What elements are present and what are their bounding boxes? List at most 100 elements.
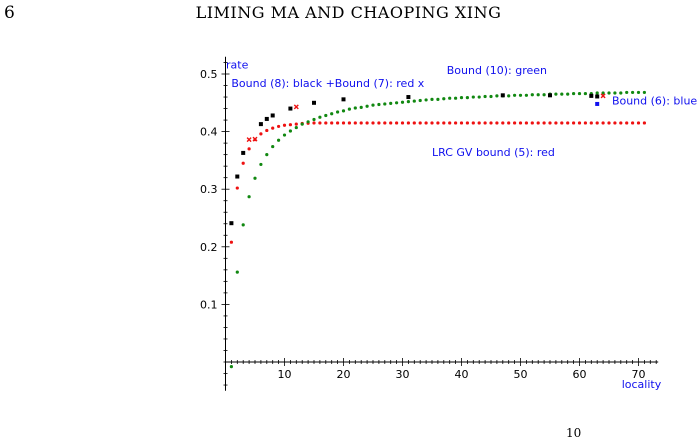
bound10-point bbox=[577, 91, 582, 96]
gv-point bbox=[642, 121, 647, 125]
gv-point bbox=[459, 121, 464, 125]
bound10-point bbox=[318, 115, 322, 119]
bound8-point bbox=[229, 221, 234, 226]
bound7-point bbox=[600, 93, 606, 99]
bound10-point bbox=[395, 101, 399, 105]
gv-point bbox=[241, 161, 245, 165]
bound10-point bbox=[418, 98, 422, 103]
bound10-point bbox=[247, 195, 251, 199]
bound10-point bbox=[459, 96, 464, 100]
gv-point bbox=[530, 121, 534, 125]
gv-point bbox=[572, 121, 576, 125]
gv-point bbox=[631, 121, 635, 125]
bound10-point bbox=[306, 120, 310, 124]
gv-point bbox=[318, 121, 322, 125]
gv-point bbox=[577, 121, 582, 125]
gv-point bbox=[377, 121, 381, 125]
gv-point bbox=[483, 121, 487, 125]
gv-point bbox=[359, 121, 363, 125]
bound10-point bbox=[359, 105, 363, 110]
chart-annotation: Bound (8): black +Bound (7): red x bbox=[231, 77, 424, 90]
bound10-point bbox=[336, 110, 340, 114]
x-axis-label: locality bbox=[622, 378, 662, 391]
gv-point bbox=[542, 121, 546, 125]
bound10-point bbox=[265, 153, 269, 157]
bound10-point bbox=[554, 92, 558, 96]
y-tick-label: 0.5 bbox=[200, 68, 218, 81]
bound10-point bbox=[607, 91, 611, 95]
gv-point bbox=[554, 121, 558, 125]
gv-point bbox=[625, 121, 629, 125]
gv-point bbox=[400, 121, 405, 125]
bound10-point bbox=[583, 91, 588, 96]
gv-point bbox=[412, 121, 416, 125]
bound10-point bbox=[235, 270, 239, 274]
x-tick-label: 30 bbox=[396, 368, 410, 381]
bound10-point bbox=[495, 94, 499, 98]
gv-point bbox=[259, 132, 263, 136]
bound10-point bbox=[601, 91, 605, 95]
bound10-point bbox=[324, 113, 328, 118]
gv-point bbox=[436, 121, 440, 125]
bound7-point bbox=[252, 136, 258, 142]
bound10-point bbox=[448, 96, 452, 100]
gv-point bbox=[442, 121, 446, 125]
bound8-point bbox=[595, 94, 600, 99]
bound10-point bbox=[631, 90, 635, 95]
bound7-point bbox=[246, 137, 252, 143]
bound10-point bbox=[282, 133, 287, 137]
x-tick-label: 50 bbox=[514, 368, 528, 381]
bound10-point bbox=[642, 90, 647, 95]
gv-point bbox=[507, 121, 511, 125]
bound10-point bbox=[560, 92, 564, 96]
chart-annotation: LRC GV bound (5): red bbox=[432, 146, 555, 159]
gv-point bbox=[235, 186, 239, 190]
gv-point bbox=[477, 121, 481, 125]
bound10-point bbox=[465, 96, 469, 100]
bound10-point bbox=[530, 93, 534, 97]
footer-mark: 10 bbox=[566, 426, 582, 440]
bound10-point bbox=[277, 138, 281, 142]
bound10-point bbox=[347, 107, 351, 111]
bound8-point bbox=[258, 122, 263, 127]
bound10-point bbox=[371, 103, 375, 107]
series-gv bbox=[229, 121, 647, 244]
bound8-point bbox=[341, 97, 346, 102]
bound8-point bbox=[500, 93, 505, 98]
gv-point bbox=[330, 121, 334, 125]
gv-point bbox=[229, 240, 233, 244]
bound10-point bbox=[229, 365, 233, 369]
gv-point bbox=[636, 121, 641, 125]
gv-point bbox=[613, 121, 617, 125]
bound10-point bbox=[513, 93, 517, 97]
bound10-point bbox=[566, 92, 570, 96]
gv-point bbox=[495, 121, 499, 125]
x-tick-label: 20 bbox=[337, 368, 351, 381]
bound10-point bbox=[365, 104, 369, 108]
bound10-point bbox=[377, 102, 381, 107]
y-tick-label: 0.1 bbox=[200, 298, 218, 311]
bound10-point bbox=[625, 90, 629, 95]
bound10-point bbox=[300, 122, 304, 126]
y-tick-label: 0.4 bbox=[200, 126, 218, 139]
gv-point bbox=[389, 121, 393, 125]
gv-point bbox=[365, 121, 369, 125]
bound8-point bbox=[264, 116, 269, 121]
series-bound10 bbox=[229, 90, 647, 369]
bound10-point bbox=[542, 93, 546, 97]
gv-point bbox=[277, 124, 281, 129]
bound10-point bbox=[436, 97, 440, 101]
series-bound7 bbox=[246, 93, 606, 143]
bound10-point bbox=[424, 98, 428, 102]
bound8-point bbox=[406, 95, 411, 100]
gv-point bbox=[371, 121, 375, 125]
bound10-point bbox=[572, 91, 576, 96]
bound6-point bbox=[595, 101, 600, 106]
bound10-point bbox=[330, 112, 334, 116]
gv-point bbox=[601, 121, 605, 125]
chart-annotation: Bound (10): green bbox=[447, 64, 547, 77]
bound10-point bbox=[636, 90, 641, 95]
gv-point bbox=[395, 121, 399, 125]
gv-point bbox=[589, 121, 593, 125]
bound8-point bbox=[241, 150, 246, 155]
